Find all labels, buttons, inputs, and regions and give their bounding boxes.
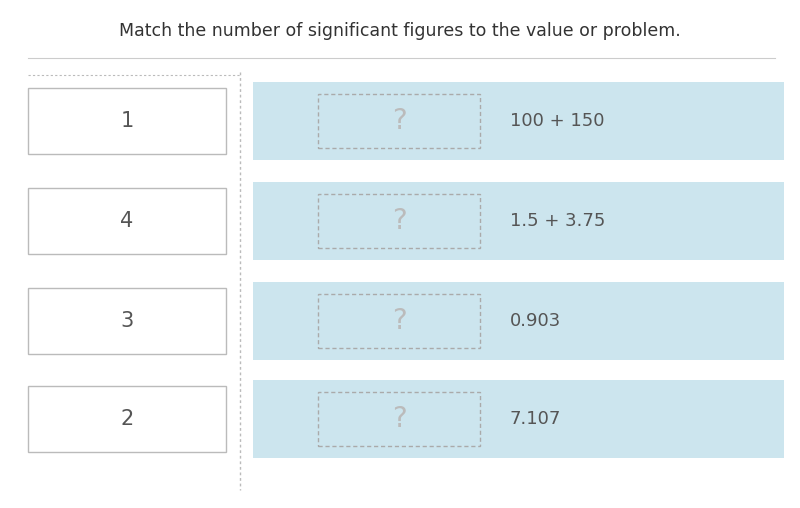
Text: 1: 1 [120, 111, 134, 131]
FancyBboxPatch shape [253, 380, 784, 458]
Text: 2: 2 [120, 409, 134, 429]
Text: 4: 4 [120, 211, 134, 231]
Text: Match the number of significant figures to the value or problem.: Match the number of significant figures … [119, 22, 681, 40]
Text: ?: ? [392, 307, 406, 335]
Text: 100 + 150: 100 + 150 [510, 112, 605, 130]
Text: 0.903: 0.903 [510, 312, 562, 330]
FancyBboxPatch shape [28, 386, 226, 452]
FancyBboxPatch shape [253, 182, 784, 260]
FancyBboxPatch shape [28, 188, 226, 254]
Text: ?: ? [392, 405, 406, 433]
Text: 3: 3 [120, 311, 134, 331]
Text: 7.107: 7.107 [510, 410, 562, 428]
FancyBboxPatch shape [28, 88, 226, 154]
Text: ?: ? [392, 207, 406, 235]
FancyBboxPatch shape [253, 82, 784, 160]
FancyBboxPatch shape [28, 288, 226, 354]
FancyBboxPatch shape [253, 282, 784, 360]
Text: ?: ? [392, 107, 406, 135]
Text: 1.5 + 3.75: 1.5 + 3.75 [510, 212, 606, 230]
